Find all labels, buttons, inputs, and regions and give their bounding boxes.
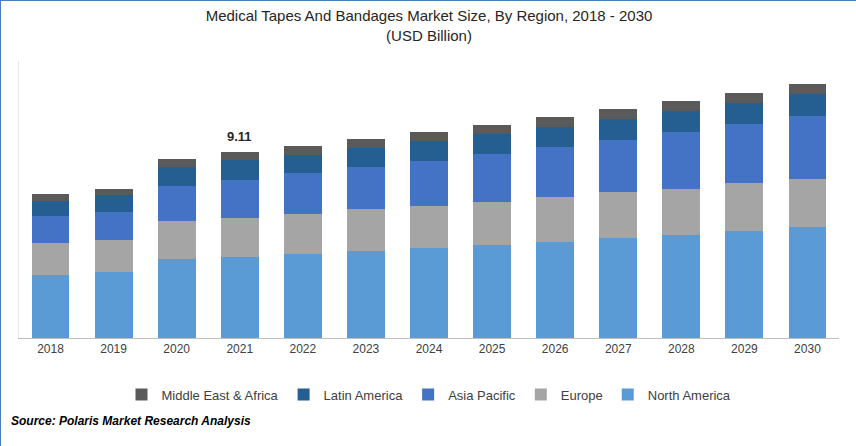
svg-text:2030: 2030 <box>794 342 821 356</box>
svg-text:9.11: 9.11 <box>227 129 252 144</box>
svg-text:2018: 2018 <box>37 342 64 356</box>
svg-text:2019: 2019 <box>100 342 127 356</box>
svg-text:2027: 2027 <box>605 342 632 356</box>
svg-text:Middle East & Africa: Middle East & Africa <box>162 388 279 403</box>
svg-text:2023: 2023 <box>353 342 380 356</box>
svg-text:2022: 2022 <box>289 342 316 356</box>
svg-text:North America: North America <box>648 388 731 403</box>
svg-text:Asia Pacific: Asia Pacific <box>448 388 516 403</box>
svg-text:2028: 2028 <box>668 342 695 356</box>
svg-text:2024: 2024 <box>416 342 443 356</box>
svg-text:2026: 2026 <box>542 342 569 356</box>
svg-text:2021: 2021 <box>226 342 253 356</box>
svg-text:Source: Polaris Market Researc: Source: Polaris Market Research Analysis <box>11 414 251 428</box>
svg-text:Latin America: Latin America <box>324 388 404 403</box>
svg-text:2029: 2029 <box>731 342 758 356</box>
svg-text:Europe: Europe <box>561 388 603 403</box>
svg-text:2025: 2025 <box>479 342 506 356</box>
svg-text:Medical Tapes And Bandages Mar: Medical Tapes And Bandages Market Size, … <box>206 7 653 44</box>
svg-text:2020: 2020 <box>163 342 190 356</box>
